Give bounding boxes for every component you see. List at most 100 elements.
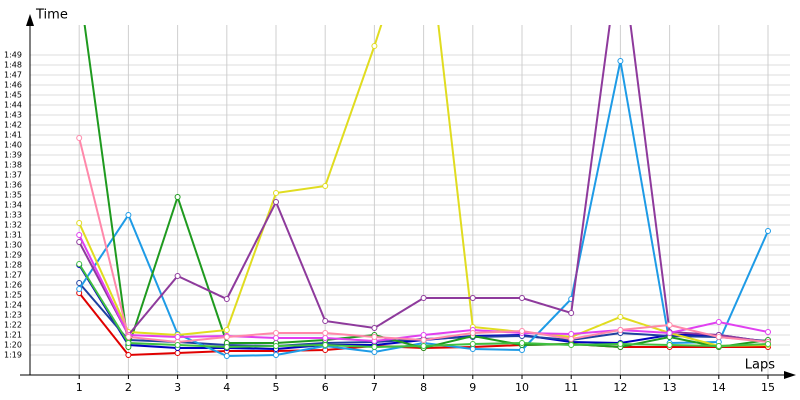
y-tick-label: 1:45: [4, 91, 22, 100]
point: [223, 327, 230, 333]
point: [174, 334, 181, 340]
point: [420, 337, 427, 343]
point: [519, 295, 525, 301]
point: [765, 329, 771, 335]
y-tick-label: 1:43: [4, 111, 22, 120]
y-tick-label: 1:19: [4, 351, 22, 360]
y-tick-label: 1:21: [4, 331, 22, 340]
x-tick-label: 14: [712, 381, 726, 394]
y-arrow: [26, 14, 34, 26]
x-tick-label: 12: [613, 381, 627, 394]
y-tick-label: 1:36: [4, 181, 22, 190]
x-tick-label: 7: [371, 381, 378, 394]
point: [273, 330, 279, 336]
point: [617, 314, 624, 320]
y-tick-label: 1:22: [4, 321, 22, 330]
point: [223, 334, 230, 340]
point: [76, 135, 83, 141]
x-tick-label: 15: [761, 381, 775, 394]
x-tick-label: 10: [515, 381, 529, 394]
x-arrow: [784, 371, 796, 379]
point: [76, 280, 83, 286]
point: [371, 43, 378, 49]
x-tick-label: 6: [322, 381, 329, 394]
point: [174, 350, 181, 356]
point: [371, 344, 378, 350]
x-tick-label: 1: [76, 381, 83, 394]
y-tick-label: 1:20: [4, 341, 22, 350]
y-tick-label: 1:28: [4, 261, 22, 270]
point: [715, 343, 722, 349]
point: [715, 334, 722, 340]
point: [322, 335, 329, 341]
point: [76, 220, 83, 226]
x-tick-label: 9: [469, 381, 476, 394]
x-axis-label: Laps: [745, 358, 775, 373]
point: [666, 342, 673, 348]
y-tick-label: 1:49: [4, 51, 22, 60]
point: [519, 347, 525, 353]
point: [765, 228, 771, 234]
point: [420, 295, 427, 301]
point: [125, 352, 132, 358]
y-tick-label: 1:29: [4, 251, 22, 260]
y-tick-label: 1:24: [4, 301, 22, 310]
y-tick-label: 1:48: [4, 61, 22, 70]
point: [76, 261, 83, 267]
x-tick-label: 5: [273, 381, 280, 394]
y-tick-label: 1:25: [4, 291, 22, 300]
x-tick-label: 4: [223, 381, 230, 394]
point: [174, 273, 181, 279]
x-tick-label: 11: [564, 381, 578, 394]
point: [371, 325, 378, 331]
y-axis-label: Time: [35, 8, 68, 23]
point: [469, 330, 476, 336]
x-tick-label: 3: [174, 381, 181, 394]
point: [617, 341, 624, 347]
point: [469, 341, 476, 347]
y-tick-label: 1:26: [4, 281, 22, 290]
x-tick-label: 8: [420, 381, 427, 394]
point: [371, 349, 378, 355]
y-tick-label: 1:47: [4, 71, 22, 80]
point: [273, 352, 279, 358]
point: [371, 334, 378, 340]
point: [666, 330, 673, 336]
point: [125, 212, 132, 218]
y-tick-label: 1:42: [4, 121, 22, 130]
y-tick-label: 1:33: [4, 211, 22, 220]
point: [125, 340, 132, 346]
y-tick-label: 1:37: [4, 171, 22, 180]
point: [420, 332, 427, 338]
y-tick-label: 1:31: [4, 231, 22, 240]
point: [273, 335, 279, 341]
point: [223, 296, 230, 302]
point: [322, 183, 329, 189]
point: [765, 341, 771, 347]
y-tick-label: 1:38: [4, 161, 22, 170]
point: [125, 334, 132, 340]
y-tick-label: 1:39: [4, 151, 22, 160]
x-tick-label: 13: [663, 381, 677, 394]
point: [273, 190, 279, 196]
point: [666, 322, 673, 328]
point: [469, 295, 476, 301]
point: [519, 328, 525, 334]
y-tick-label: 1:32: [4, 221, 22, 230]
grid: [30, 25, 790, 375]
point: [273, 343, 279, 349]
y-tick-label: 1:23: [4, 311, 22, 320]
point: [617, 327, 624, 333]
point: [322, 330, 329, 336]
point: [322, 318, 329, 324]
point: [568, 310, 575, 316]
point: [568, 342, 575, 348]
point: [174, 194, 181, 200]
point: [273, 199, 279, 205]
y-tick-label: 1:40: [4, 141, 22, 150]
y-tick-label: 1:27: [4, 271, 22, 280]
point: [223, 353, 230, 359]
y-tick-label: 1:44: [4, 101, 22, 110]
point: [568, 336, 575, 342]
